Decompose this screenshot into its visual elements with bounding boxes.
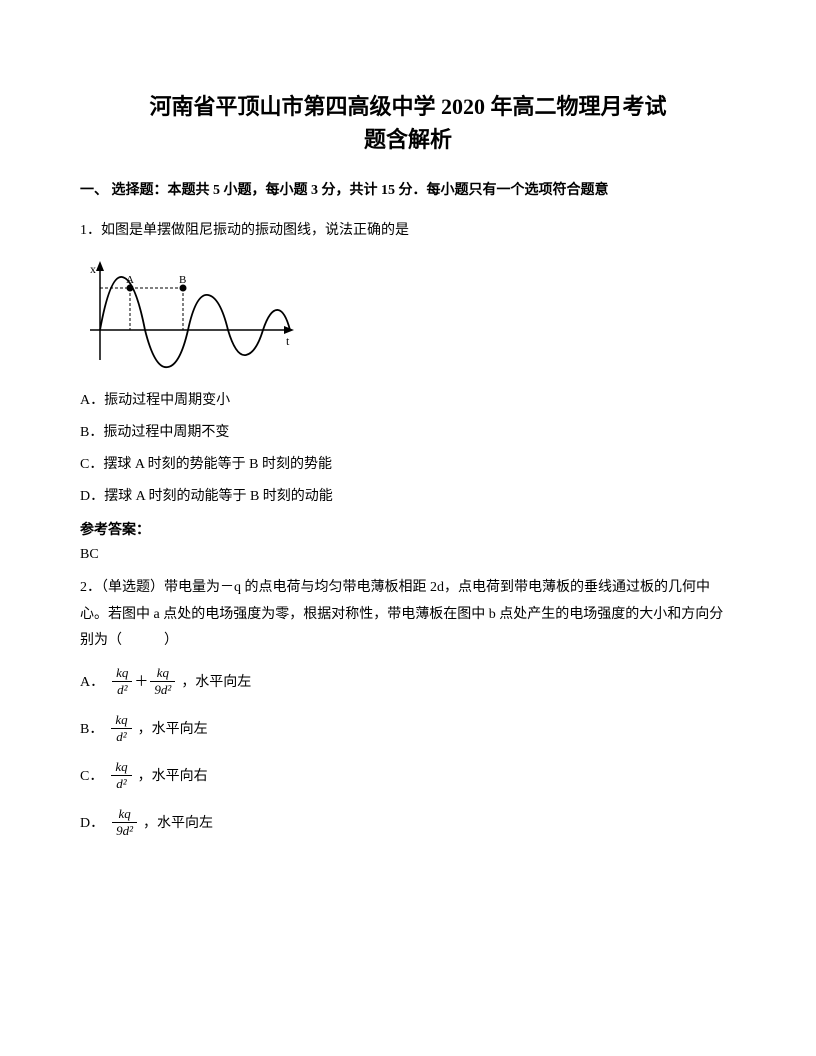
- q1-graph: x t A B: [80, 255, 736, 375]
- fraction: kq d²: [112, 665, 132, 698]
- svg-text:t: t: [286, 334, 290, 348]
- option-suffix: ，水平向右: [138, 765, 208, 785]
- fraction: kq 9d²: [150, 665, 175, 698]
- plus-sign: ＋: [134, 671, 148, 691]
- q2-option-c: C． kq d² ，水平向右: [80, 759, 736, 792]
- option-suffix: ，水平向左: [138, 718, 208, 738]
- fraction: kq d²: [111, 759, 131, 792]
- svg-text:x: x: [90, 262, 96, 276]
- page-title: 河南省平顶山市第四高级中学 2020 年高二物理月考试 题含解析: [80, 90, 736, 156]
- q2-text: 2．（单选题）带电量为－q 的点电荷与均匀带电薄板相距 2d，点电荷到带电薄板的…: [80, 575, 736, 655]
- title-line-2: 题含解析: [80, 123, 736, 156]
- title-line-1: 河南省平顶山市第四高级中学 2020 年高二物理月考试: [80, 90, 736, 123]
- q1-text: 1．如图是单摆做阻尼振动的振动图线，说法正确的是: [80, 218, 736, 245]
- option-suffix: ，水平向左: [143, 812, 213, 832]
- svg-text:A: A: [126, 274, 134, 286]
- option-suffix: ，水平向左: [181, 671, 251, 691]
- section-header: 一、 选择题：本题共 5 小题，每小题 3 分，共计 15 分．每小题只有一个选…: [80, 180, 736, 202]
- q1-answer-label: 参考答案：: [80, 519, 736, 539]
- option-letter: A．: [80, 671, 104, 691]
- q1-option-a: A．振动过程中周期变小: [80, 387, 736, 415]
- q2-option-b: B． kq d² ，水平向左: [80, 712, 736, 745]
- q1-option-d: D．摆球 A 时刻的动能等于 B 时刻的动能: [80, 483, 736, 511]
- q1-option-c: C．摆球 A 时刻的势能等于 B 时刻的势能: [80, 451, 736, 479]
- option-letter: B．: [80, 718, 103, 738]
- option-letter: C．: [80, 765, 103, 785]
- q2-option-a: A． kq d² ＋ kq 9d² ，水平向左: [80, 665, 736, 698]
- fraction: kq 9d²: [112, 806, 137, 839]
- q1-answer: BC: [80, 547, 736, 563]
- q1-option-b: B．振动过程中周期不变: [80, 419, 736, 447]
- svg-text:B: B: [179, 274, 186, 286]
- fraction: kq d²: [111, 712, 131, 745]
- q2-option-d: D． kq 9d² ，水平向左: [80, 806, 736, 839]
- option-letter: D．: [80, 812, 104, 832]
